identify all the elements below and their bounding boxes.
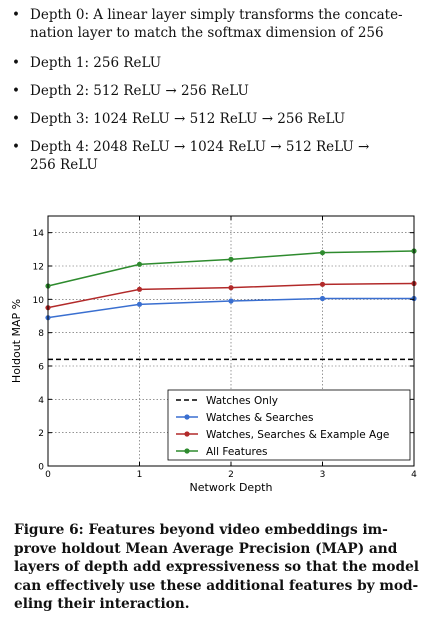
legend: Watches Only Watches & Searches Watches, S… xyxy=(167,389,411,461)
bullet-dot: • xyxy=(12,111,20,127)
caption-line: can effectively use these additional fea… xyxy=(14,577,419,594)
bullet-depth-1: • Depth 1: 256 ReLU xyxy=(12,54,428,72)
y-tick-label: 14 xyxy=(33,229,45,239)
data-point xyxy=(228,256,234,262)
bullet-dot: • xyxy=(12,83,20,99)
bullet-depth-3: • Depth 3: 1024 ReLU → 512 ReLU → 256 Re… xyxy=(12,110,428,128)
bullet-dot: • xyxy=(12,55,20,71)
legend-entry: All Features xyxy=(206,446,268,458)
bullet-line: Depth 0: A linear layer simply transform… xyxy=(30,7,403,23)
bullet-depth-2: • Depth 2: 512 ReLU → 256 ReLU xyxy=(12,82,428,100)
y-tick-label: 8 xyxy=(38,329,44,339)
y-tick-label: 12 xyxy=(33,263,44,273)
caption-line: Figure 6: Features beyond video embeddin… xyxy=(14,522,388,538)
y-tick-label: 2 xyxy=(38,429,44,439)
x-tick-label: 0 xyxy=(45,470,51,480)
data-point xyxy=(136,286,143,292)
bullet-dot: • xyxy=(12,139,20,155)
bullet-line: Depth 2: 512 ReLU → 256 ReLU xyxy=(30,83,249,99)
y-tick-label: 6 xyxy=(38,363,44,373)
data-point xyxy=(319,281,326,287)
x-tick-label: 4 xyxy=(411,470,417,480)
legend-entry: Watches, Searches & Example Age xyxy=(206,429,389,441)
x-axis-label: Network Depth xyxy=(190,481,273,494)
y-tick-label: 0 xyxy=(38,463,44,473)
bullet-depth-4: • Depth 4: 2048 ReLU → 1024 ReLU → 512 R… xyxy=(12,138,428,174)
bullet-line: Depth 4: 2048 ReLU → 1024 ReLU → 512 ReL… xyxy=(30,139,370,155)
series-layer xyxy=(45,248,417,361)
y-tick-label: 10 xyxy=(33,296,45,306)
figure-caption: Figure 6: Features beyond video embeddin… xyxy=(14,521,428,614)
legend-swatch-marker xyxy=(184,431,190,437)
bullet-dot: • xyxy=(12,7,20,23)
x-tick-label: 2 xyxy=(228,470,234,480)
data-point xyxy=(228,298,234,304)
data-point xyxy=(319,295,326,302)
legend-swatch-marker xyxy=(184,448,190,454)
data-point xyxy=(136,301,143,307)
x-tick-label: 3 xyxy=(320,470,326,480)
bullet-line: Depth 1: 256 ReLU xyxy=(30,55,162,71)
legend-entry: Watches & Searches xyxy=(206,412,314,424)
data-point xyxy=(228,285,234,291)
caption-line: layers of depth add expressiveness so th… xyxy=(14,559,419,575)
caption-line: prove holdout Mean Average Precision (MA… xyxy=(14,540,398,557)
y-axis-label: Holdout MAP % xyxy=(10,299,23,383)
map-vs-depth-chart: 0 2 4 6 8 10 12 14 0 1 2 3 4 Network Depth Holdout M… xyxy=(0,200,440,500)
caption-line: eling their interaction. xyxy=(14,596,190,612)
bullet-line: nation layer to match the softmax dimens… xyxy=(30,25,384,41)
data-point xyxy=(319,250,326,256)
y-tick-label: 4 xyxy=(38,396,44,406)
bullet-line: 256 ReLU xyxy=(30,157,98,173)
bullet-line: Depth 3: 1024 ReLU → 512 ReLU → 256 ReLU xyxy=(30,111,346,127)
legend-swatch-marker xyxy=(184,414,190,420)
legend-box xyxy=(167,389,411,461)
x-tick-label: 1 xyxy=(137,470,143,480)
bullet-depth-0: • Depth 0: A linear layer simply transfo… xyxy=(12,6,428,42)
data-point xyxy=(136,261,143,267)
legend-entry: Watches Only xyxy=(206,395,278,407)
